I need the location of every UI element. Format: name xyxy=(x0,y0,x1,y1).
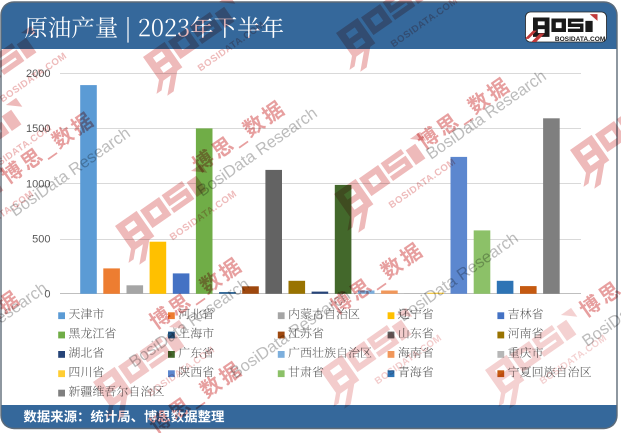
svg-text:BOSIDATA.COM: BOSIDATA.COM xyxy=(555,36,606,43)
svg-text:2000: 2000 xyxy=(26,68,50,80)
svg-text:500: 500 xyxy=(32,234,50,246)
svg-text:1000: 1000 xyxy=(26,178,50,190)
svg-text:0: 0 xyxy=(44,289,50,301)
svg-text:1500: 1500 xyxy=(26,123,50,135)
